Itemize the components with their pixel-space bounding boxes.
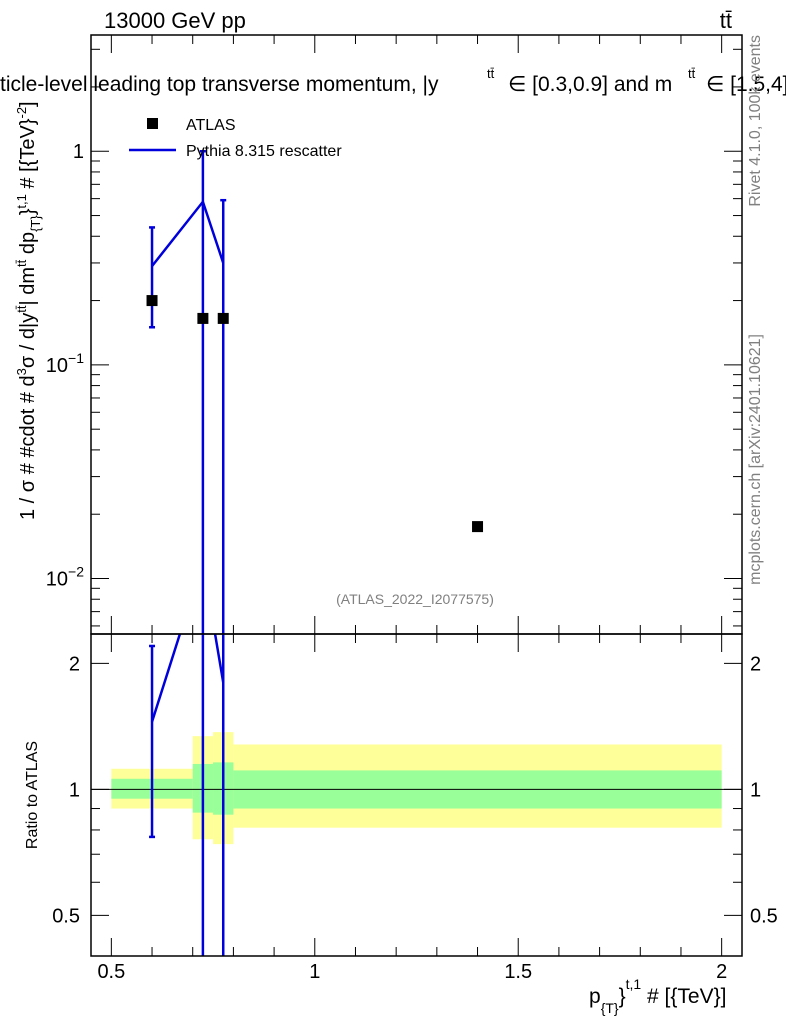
main-y-axis-label: 1 / σ # #cdot # d3σ / d|ytt̄| dmtt̄ dp{T… [14, 101, 43, 520]
x-tick-label: 0.5 [97, 961, 125, 983]
mcplots-label: mcplots.cern.ch [arXiv:2401.10621] [747, 334, 764, 585]
ratio-y-tick-label-left: 1 [69, 779, 80, 801]
main-title-sup-1: tt̄ [487, 66, 495, 81]
ratio-y-tick-label-left: 2 [69, 653, 80, 675]
atlas-data-point [472, 521, 484, 533]
ratio-y-tick-label-right: 1 [750, 779, 761, 801]
x-tick-label: 1 [309, 961, 320, 983]
x-tick-label: 2 [716, 961, 727, 983]
atlas-data-point [217, 312, 229, 324]
main-title-sup-2: tt̄ [688, 66, 696, 81]
ratio-y-tick-label-right: 2 [750, 653, 761, 675]
main-title-part-2: ∈ [0.3,0.9] and m [508, 73, 672, 96]
main-y-tick-label: 1 [73, 141, 84, 163]
ratio-y-tick-label-right: 0.5 [750, 905, 778, 927]
main-y-tick-label: 10−1 [46, 350, 84, 377]
atlas-data-point [197, 312, 209, 324]
ratio-frame [90, 633, 743, 957]
main-y-tick-label: 10−2 [46, 564, 84, 591]
main-title-part-3: ∈ [1.5,4] [706, 73, 786, 96]
ratio-y-tick-label-left: 0.5 [52, 905, 80, 927]
legend-pythia-label: Pythia 8.315 rescatter [186, 143, 342, 160]
x-tick-label: 1.5 [504, 961, 532, 983]
ratio-pythia-line [150, 634, 225, 723]
main-panel: 10−2 10−1 1 ATLAS Pythia 8.315 rescatter (… [46, 34, 743, 635]
atlas-data-point [146, 295, 158, 307]
legend-atlas-label: ATLAS [186, 117, 236, 134]
svg-text:1 / σ # #cdot # d3σ / d|ytt̄|: 1 / σ # #cdot # d3σ / d|ytt̄| dmtt̄ dp{T… [14, 101, 43, 520]
main-title: ticle-level leading top transverse momen… [0, 66, 786, 96]
legend-atlas-marker [147, 118, 158, 129]
energy-label: 13000 GeV pp [104, 8, 246, 33]
legend: ATLAS Pythia 8.315 rescatter [129, 117, 342, 160]
process-label: tt̄ [720, 8, 732, 33]
rivet-label: Rivet 4.1.0, 100k events [747, 35, 764, 207]
ratio-y-axis-label: Ratio to ATLAS [24, 741, 41, 849]
main-title-part-1: ticle-level leading top transverse momen… [0, 73, 439, 96]
pythia-series-line [151, 199, 225, 267]
x-axis-label: p{T}}t,1 # [{TeV}] [589, 976, 726, 1016]
svg-text:p{T}}t,1 # [{TeV}]: p{T}}t,1 # [{TeV}] [589, 976, 726, 1016]
ratio-panel: 0.5 0.5 1 1 2 2 0.5 1 1.5 2 [52, 633, 778, 983]
analysis-watermark: (ATLAS_2022_I2077575) [336, 591, 494, 607]
